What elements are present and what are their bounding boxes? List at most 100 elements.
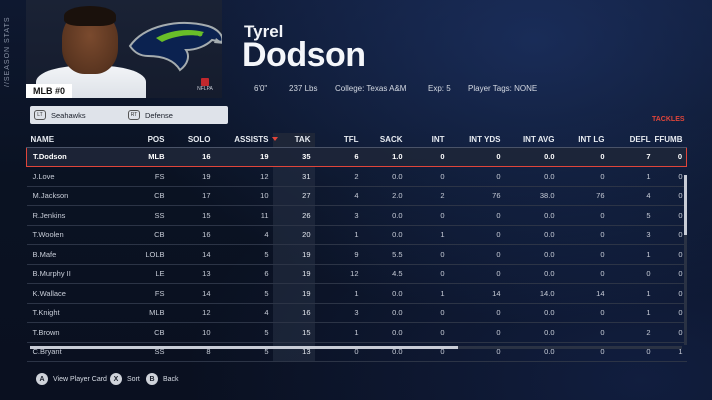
horizontal-scrollbar[interactable] (30, 346, 682, 349)
cell-tak: 19 (272, 283, 315, 304)
cell-int-yds: 0 (448, 244, 505, 265)
cell-solo: 13 (168, 264, 215, 284)
cell-pos: CB (118, 322, 169, 343)
cell-name: M.Jackson (26, 186, 119, 206)
table-header-row: NAME POS SOLO ASSISTS TAK TFL SACK INT INT YDS IN… (26, 133, 687, 148)
side-section-label: //SEASON STATS (4, 16, 11, 87)
cell-int-yds: 76 (448, 186, 505, 206)
column-header-int-lg[interactable]: INT LG (558, 133, 609, 148)
tab-team[interactable]: LT Seahawks (30, 106, 134, 124)
cell-tak: 26 (272, 205, 315, 226)
nflpa-label: NFLPA (197, 86, 213, 92)
cell-int-avg: 0.0 (504, 303, 559, 323)
cell-int-yds: 0 (448, 205, 505, 226)
cell-int-yds: 0 (448, 264, 505, 284)
vertical-scrollbar-thumb[interactable] (684, 175, 687, 235)
table-row[interactable]: J.Love FS 19 12 31 2 0.0 0 0 0.0 0 1 0 (26, 166, 687, 187)
column-header-defl[interactable]: DEFL (608, 133, 655, 148)
tab-team-label: Seahawks (51, 110, 86, 120)
view-player-card-label: View Player Card (53, 375, 107, 383)
cell-ffumb: 0 (654, 322, 687, 343)
column-header-tfl[interactable]: TFL (314, 133, 363, 148)
cell-pos: FS (118, 166, 169, 187)
table-row[interactable]: R.Jenkins SS 15 11 26 3 0.0 0 0 0.0 0 5 0 (26, 205, 687, 226)
column-header-int-avg[interactable]: INT AVG (504, 133, 559, 148)
column-header-solo[interactable]: SOLO (168, 133, 215, 148)
cell-int-lg: 0 (558, 146, 609, 167)
table-row[interactable]: T.Brown CB 10 5 15 1 0.0 0 0 0.0 0 2 0 (26, 322, 687, 343)
cell-int: 0 (406, 303, 449, 323)
column-header-int-yds[interactable]: INT YDS (448, 133, 505, 148)
view-player-card-button[interactable]: A View Player Card (36, 373, 107, 385)
cell-tak: 19 (272, 244, 315, 265)
cell-defl: 3 (608, 225, 655, 245)
column-header-sack[interactable]: SACK (362, 133, 407, 148)
column-header-tak[interactable]: TAK (272, 133, 315, 148)
sort-category-label: TACKLES (652, 116, 685, 123)
column-header-pos[interactable]: POS (118, 133, 169, 148)
player-last-name: Dodson (242, 36, 366, 74)
cell-int-yds: 0 (448, 166, 505, 187)
cell-int-lg: 0 (558, 225, 609, 245)
stats-table-container: NAME POS SOLO ASSISTS TAK TFL SACK INT INT YDS IN… (26, 133, 687, 362)
column-header-assists[interactable]: ASSISTS (214, 133, 273, 148)
cell-int-yds: 14 (448, 283, 505, 304)
cell-assists: 4 (214, 303, 273, 323)
table-row[interactable]: B.Murphy II LE 13 6 19 12 4.5 0 0 0.0 0 0 0 (26, 264, 687, 284)
table-row[interactable]: K.Wallace FS 14 5 19 1 0.0 1 14 14.0 14 1 0 (26, 283, 687, 304)
stats-table: NAME POS SOLO ASSISTS TAK TFL SACK INT INT YDS IN… (26, 133, 687, 362)
cell-name: T.Brown (26, 322, 119, 343)
cell-name: T.Dodson (26, 146, 119, 167)
cell-int: 0 (406, 166, 449, 187)
back-button[interactable]: B Back (146, 373, 179, 385)
cell-pos: MLB (118, 303, 169, 323)
cell-defl: 0 (608, 264, 655, 284)
cell-int: 2 (406, 186, 449, 206)
cell-sack: 0.0 (362, 342, 407, 362)
horizontal-scrollbar-thumb[interactable] (30, 346, 458, 349)
sort-button[interactable]: X Sort (110, 373, 140, 385)
cell-int-yds: 0 (448, 303, 505, 323)
cell-int-yds: 0 (448, 146, 505, 167)
cell-defl: 0 (608, 342, 655, 362)
table-row[interactable]: C.Bryant SS 8 5 13 0 0.0 0 0 0.0 0 0 1 (26, 342, 687, 362)
cell-ffumb: 0 (654, 283, 687, 304)
table-row[interactable]: B.Mafe LOLB 14 5 19 9 5.5 0 0 0.0 0 1 0 (26, 244, 687, 265)
cell-tfl: 6 (314, 146, 363, 167)
cell-ffumb: 0 (654, 244, 687, 265)
cell-pos: LE (118, 264, 169, 284)
cell-sack: 0.0 (362, 283, 407, 304)
column-header-name[interactable]: NAME (26, 133, 119, 148)
column-header-int[interactable]: INT (406, 133, 449, 148)
cell-int: 0 (406, 146, 449, 167)
table-row[interactable]: T.Knight MLB 12 4 16 3 0.0 0 0 0.0 0 1 0 (26, 303, 687, 323)
sort-label: Sort (127, 375, 140, 383)
cell-ffumb: 0 (654, 186, 687, 206)
column-header-ffumb[interactable]: FFUMB (654, 133, 687, 148)
cell-tak: 13 (272, 342, 315, 362)
nflpa-shield-icon (201, 78, 209, 86)
cell-tfl: 3 (314, 303, 363, 323)
cell-int-avg: 0.0 (504, 166, 559, 187)
cell-solo: 8 (168, 342, 215, 362)
tab-unit[interactable]: RT Defense (124, 106, 228, 124)
cell-assists: 5 (214, 342, 273, 362)
cell-defl: 7 (608, 146, 655, 167)
cell-assists: 12 (214, 166, 273, 187)
cell-int: 1 (406, 225, 449, 245)
table-row[interactable]: M.Jackson CB 17 10 27 4 2.0 2 76 38.0 76 4 0 (26, 186, 687, 206)
cell-defl: 1 (608, 283, 655, 304)
cell-int-avg: 0.0 (504, 342, 559, 362)
cell-int-yds: 0 (448, 225, 505, 245)
cell-tfl: 1 (314, 283, 363, 304)
table-row[interactable]: T.Dodson MLB 16 19 35 6 1.0 0 0 0.0 0 7 0 (26, 146, 687, 167)
table-row[interactable]: T.Woolen CB 16 4 20 1 0.0 1 0 0.0 0 3 0 (26, 225, 687, 245)
cell-tfl: 9 (314, 244, 363, 265)
x-button-icon: X (110, 373, 122, 385)
player-weight: 237 Lbs (289, 84, 318, 93)
cell-sack: 0.0 (362, 225, 407, 245)
sort-descending-arrow-icon (272, 137, 278, 141)
table-body: T.Dodson MLB 16 19 35 6 1.0 0 0 0.0 0 7 0 J.Love FS 19 1… (26, 146, 687, 362)
cell-pos: CB (118, 225, 169, 245)
vertical-scrollbar[interactable] (684, 175, 687, 345)
